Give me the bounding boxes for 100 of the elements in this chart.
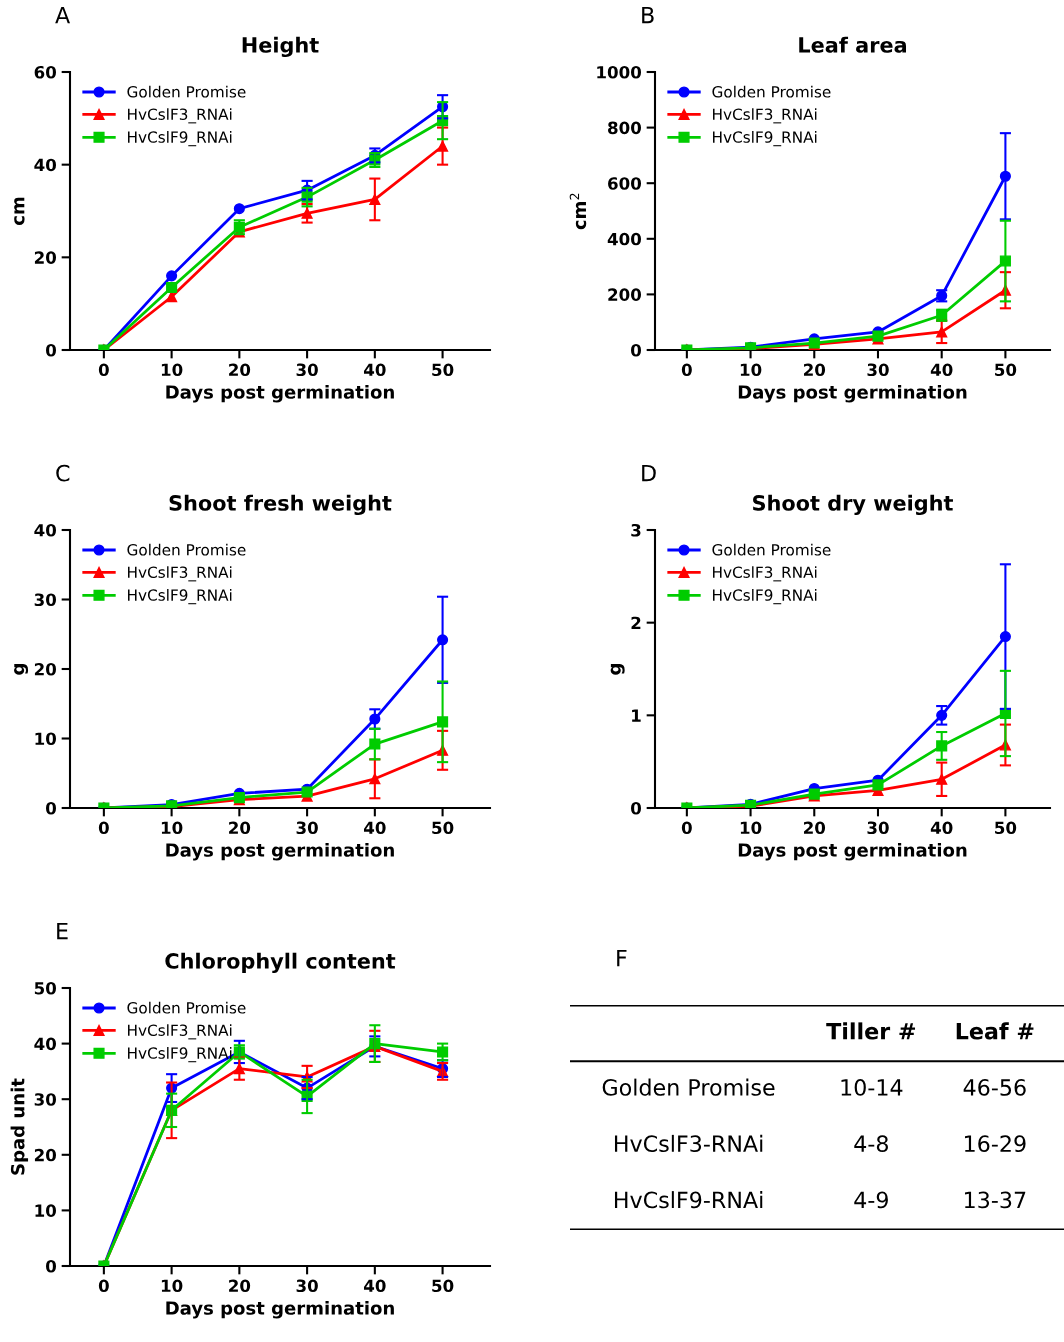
text: C (56, 464, 70, 482)
text: E (57, 922, 68, 940)
y-tick-label: 1000 (597, 65, 642, 79)
y-tick-label: 30 (34, 593, 57, 607)
y-axis-title: cm (14, 197, 25, 225)
x-tick-label: 0 (98, 821, 109, 835)
category-label: Leaf # (956, 1022, 1034, 1040)
text: B (642, 6, 654, 24)
x-tick-label: 40 (363, 363, 386, 377)
x-axis-title: Days post germination (166, 1300, 394, 1319)
chart-title: Chlorophyll content (165, 952, 396, 974)
text: 4-9 (854, 1191, 888, 1209)
y-tick-label: 20 (34, 251, 57, 264)
x-tick-label: 20 (804, 363, 826, 377)
chart-title: Leaf area (799, 36, 907, 53)
x-tick-label: 10 (161, 1279, 183, 1293)
x-tick-label: 10 (161, 363, 183, 377)
y-axis-title: g (610, 664, 625, 675)
legend-label: HvCslF3_RNAi (128, 1024, 232, 1040)
legend-label: HvCslF3_RNAi (128, 108, 232, 124)
legend-label: HvCslF3_RNAi (713, 108, 817, 124)
legend-label: Golden Promise (712, 85, 831, 98)
chart-title: Shoot fresh weight (169, 494, 392, 516)
category-label: HvCslF9-RNAi (614, 1191, 763, 1209)
x-tick-label: 20 (229, 363, 251, 377)
x-tick-label: 40 (363, 1279, 386, 1293)
y-axis-title: g (14, 664, 29, 675)
y-tick-label: 2 (631, 616, 641, 629)
x-tick-label: 50 (995, 821, 1017, 835)
y-tick-label: 800 (608, 121, 642, 135)
x-tick-label: 20 (229, 1279, 251, 1293)
legend-label: Golden Promise (712, 543, 831, 556)
legend-label: HvCslF9_RNAi (128, 589, 232, 605)
x-tick-label: 30 (296, 821, 318, 835)
x-axis-title: Days post germination (738, 842, 967, 861)
legend-label: Golden Promise (127, 543, 246, 556)
x-tick-label: 40 (930, 363, 953, 377)
y-tick-label: 60 (34, 65, 57, 79)
x-tick-label: 30 (867, 821, 889, 835)
y-tick-label: 40 (34, 1037, 57, 1051)
category-label: Tiller # (826, 1022, 916, 1040)
x-tick-label: 20 (804, 821, 826, 835)
y-tick-label: 20 (34, 1148, 57, 1162)
chart-title: Shoot dry weight (753, 494, 953, 516)
legend-label: HvCslF3_RNAi (713, 566, 817, 582)
x-tick-label: 50 (432, 1279, 454, 1293)
x-tick-label: 0 (681, 821, 692, 835)
x-tick-label: 30 (867, 363, 889, 377)
text: 46-56 (963, 1079, 1026, 1096)
text: A (55, 6, 71, 24)
y-tick-label: 400 (607, 232, 642, 246)
y-tick-label: 600 (608, 177, 642, 190)
legend-label: HvCslF9_RNAi (128, 131, 232, 147)
y-tick-label: 10 (35, 1204, 57, 1217)
y-tick-label: 200 (608, 288, 642, 301)
y-tick-label: 3 (631, 523, 641, 537)
text: 4-8 (854, 1135, 888, 1153)
y-axis-title: cm$^{2}$ (569, 193, 587, 230)
text: 16-29 (964, 1135, 1026, 1153)
y-tick-label: 40 (34, 158, 57, 172)
legend-label: Golden Promise (127, 1001, 246, 1014)
y-tick-label: 50 (34, 981, 57, 995)
y-tick-label: 0 (46, 1259, 57, 1273)
x-axis-title: Days post germination (166, 842, 394, 861)
x-tick-label: 50 (995, 363, 1017, 377)
x-tick-label: 0 (681, 363, 692, 377)
x-tick-label: 0 (98, 1279, 109, 1293)
y-tick-label: 0 (631, 343, 642, 357)
x-axis-title: Days post germination (166, 384, 394, 403)
category-label: Golden Promise (602, 1078, 775, 1096)
y-tick-label: 40 (34, 523, 57, 537)
legend-label: HvCslF3_RNAi (128, 566, 232, 582)
legend-label: HvCslF9_RNAi (713, 131, 817, 147)
x-tick-label: 10 (740, 821, 762, 835)
x-axis-title: Days post germination (738, 384, 967, 403)
x-tick-label: 40 (363, 821, 386, 835)
legend-label: Golden Promise (127, 85, 246, 98)
x-tick-label: 40 (930, 821, 953, 835)
x-tick-label: 20 (229, 821, 251, 835)
text: F (617, 949, 627, 967)
x-tick-label: 30 (296, 363, 318, 377)
text: 13-37 (964, 1191, 1026, 1209)
y-tick-label: 1 (632, 709, 641, 722)
chart-title: Height (242, 36, 319, 58)
legend-label: HvCslF9_RNAi (128, 1047, 232, 1063)
text: 10-14 (841, 1079, 903, 1096)
category-label: HvCslF3-RNAi (614, 1134, 763, 1153)
y-tick-label: 30 (34, 1093, 57, 1106)
y-axis-title: Spad unit (10, 1078, 29, 1175)
y-tick-label: 0 (46, 801, 57, 815)
x-tick-label: 10 (740, 363, 762, 377)
text: D (642, 464, 656, 482)
x-tick-label: 30 (296, 1279, 318, 1293)
x-tick-label: 10 (161, 821, 183, 835)
x-tick-label: 50 (432, 363, 454, 377)
y-tick-label: 0 (46, 343, 57, 357)
y-tick-label: 10 (35, 732, 57, 746)
legend-label: HvCslF9_RNAi (713, 589, 817, 605)
y-tick-label: 0 (631, 801, 642, 815)
x-tick-label: 0 (98, 363, 109, 377)
